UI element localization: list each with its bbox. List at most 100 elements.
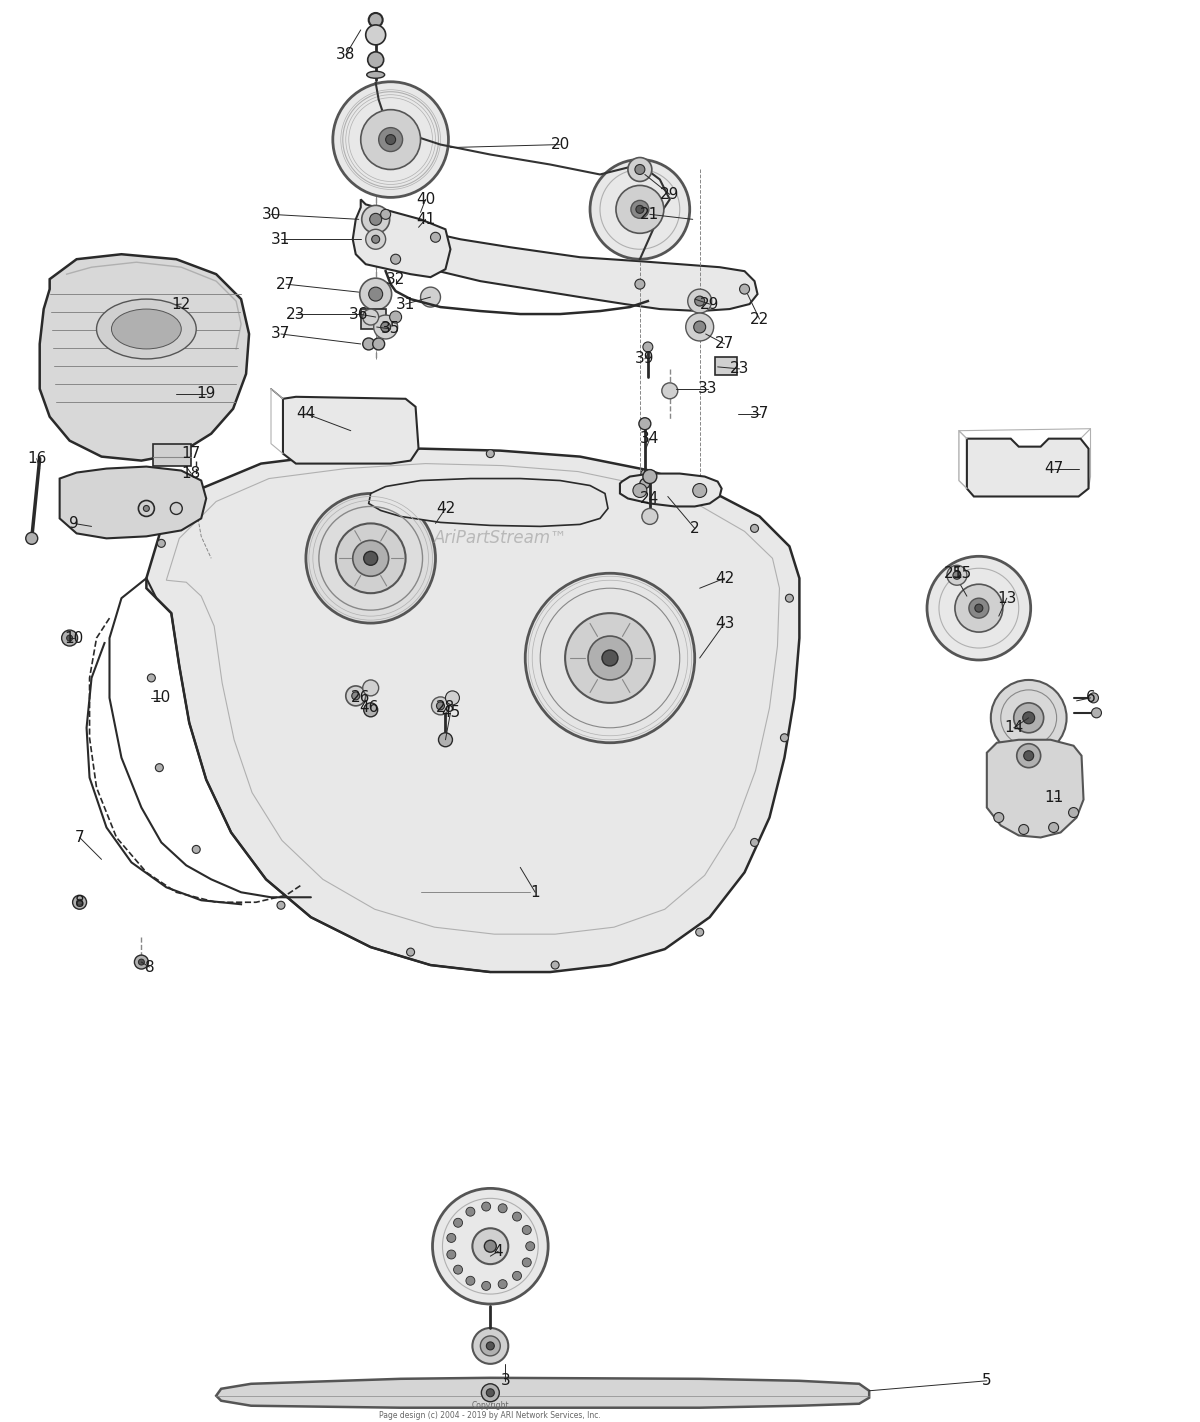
Circle shape (170, 502, 182, 515)
Circle shape (380, 321, 391, 331)
Circle shape (750, 525, 758, 532)
Circle shape (631, 201, 649, 219)
Text: 29: 29 (700, 297, 719, 311)
Circle shape (526, 573, 695, 742)
Circle shape (336, 523, 406, 593)
Circle shape (480, 1335, 500, 1357)
Circle shape (454, 1219, 462, 1227)
Text: 42: 42 (715, 570, 734, 586)
Text: 43: 43 (715, 616, 734, 630)
Circle shape (1022, 712, 1034, 724)
Circle shape (974, 604, 983, 611)
Circle shape (643, 341, 653, 351)
Circle shape (367, 51, 384, 68)
Circle shape (928, 556, 1031, 660)
Circle shape (641, 469, 649, 478)
Circle shape (512, 1271, 522, 1280)
Circle shape (636, 205, 644, 213)
Circle shape (739, 284, 750, 294)
Polygon shape (60, 466, 206, 539)
Circle shape (352, 693, 360, 700)
Circle shape (438, 732, 452, 747)
Circle shape (565, 613, 655, 702)
Circle shape (1016, 744, 1040, 768)
Circle shape (337, 452, 344, 461)
Circle shape (551, 961, 559, 968)
Circle shape (1068, 808, 1079, 818)
Text: AriPartStream™: AriPartStream™ (433, 529, 568, 547)
Circle shape (366, 26, 385, 46)
Circle shape (635, 279, 644, 289)
Bar (361, 309, 385, 328)
Polygon shape (620, 474, 721, 506)
Polygon shape (216, 1378, 869, 1408)
Circle shape (953, 572, 961, 579)
Circle shape (486, 449, 494, 458)
Circle shape (366, 229, 385, 249)
Text: 12: 12 (172, 297, 191, 311)
Circle shape (486, 1342, 494, 1349)
Text: 14: 14 (1004, 721, 1024, 735)
Text: 13: 13 (997, 590, 1016, 606)
Text: 31: 31 (271, 232, 290, 247)
Text: 44: 44 (296, 407, 316, 421)
Circle shape (1014, 702, 1044, 732)
Circle shape (370, 213, 382, 225)
Circle shape (473, 1328, 509, 1364)
Text: 37: 37 (271, 327, 290, 341)
Bar (154, 444, 191, 465)
Circle shape (481, 1384, 499, 1402)
Circle shape (138, 501, 155, 516)
Text: 21: 21 (641, 206, 660, 222)
Text: 8: 8 (144, 960, 154, 974)
Circle shape (61, 630, 78, 646)
Circle shape (372, 235, 379, 243)
Circle shape (445, 691, 460, 705)
Circle shape (420, 287, 440, 307)
Circle shape (362, 680, 379, 695)
Circle shape (522, 1226, 532, 1234)
Text: 23: 23 (287, 307, 306, 321)
Circle shape (632, 483, 647, 498)
Text: 26: 26 (352, 690, 371, 705)
Circle shape (368, 287, 383, 301)
Circle shape (454, 1266, 462, 1274)
Circle shape (628, 158, 652, 182)
Circle shape (1049, 822, 1058, 832)
Polygon shape (371, 215, 757, 311)
Circle shape (688, 289, 712, 313)
Circle shape (373, 316, 397, 338)
Circle shape (466, 1277, 475, 1285)
Circle shape (526, 1241, 535, 1251)
Text: 5: 5 (982, 1374, 991, 1388)
Text: 40: 40 (416, 192, 436, 206)
Circle shape (694, 321, 706, 333)
Circle shape (432, 697, 450, 715)
Circle shape (364, 702, 378, 717)
Circle shape (361, 205, 390, 233)
Circle shape (1092, 708, 1102, 718)
Circle shape (498, 1280, 508, 1288)
Text: 19: 19 (197, 387, 216, 401)
Circle shape (602, 650, 618, 665)
Text: 33: 33 (698, 381, 718, 397)
Text: 2: 2 (690, 520, 700, 536)
Circle shape (640, 479, 650, 489)
Circle shape (431, 232, 440, 242)
Circle shape (306, 493, 436, 623)
Text: 35: 35 (380, 321, 401, 337)
Text: 27: 27 (276, 277, 295, 292)
Ellipse shape (367, 71, 385, 78)
Text: 39: 39 (635, 351, 655, 367)
Polygon shape (146, 448, 799, 973)
Text: 42: 42 (436, 501, 455, 516)
Circle shape (473, 1229, 509, 1264)
Circle shape (437, 702, 444, 710)
Text: 8: 8 (74, 894, 84, 910)
Circle shape (362, 309, 379, 326)
Circle shape (662, 383, 678, 398)
Circle shape (134, 956, 149, 968)
Polygon shape (353, 199, 450, 277)
Polygon shape (40, 255, 250, 461)
Text: 9: 9 (68, 516, 78, 530)
